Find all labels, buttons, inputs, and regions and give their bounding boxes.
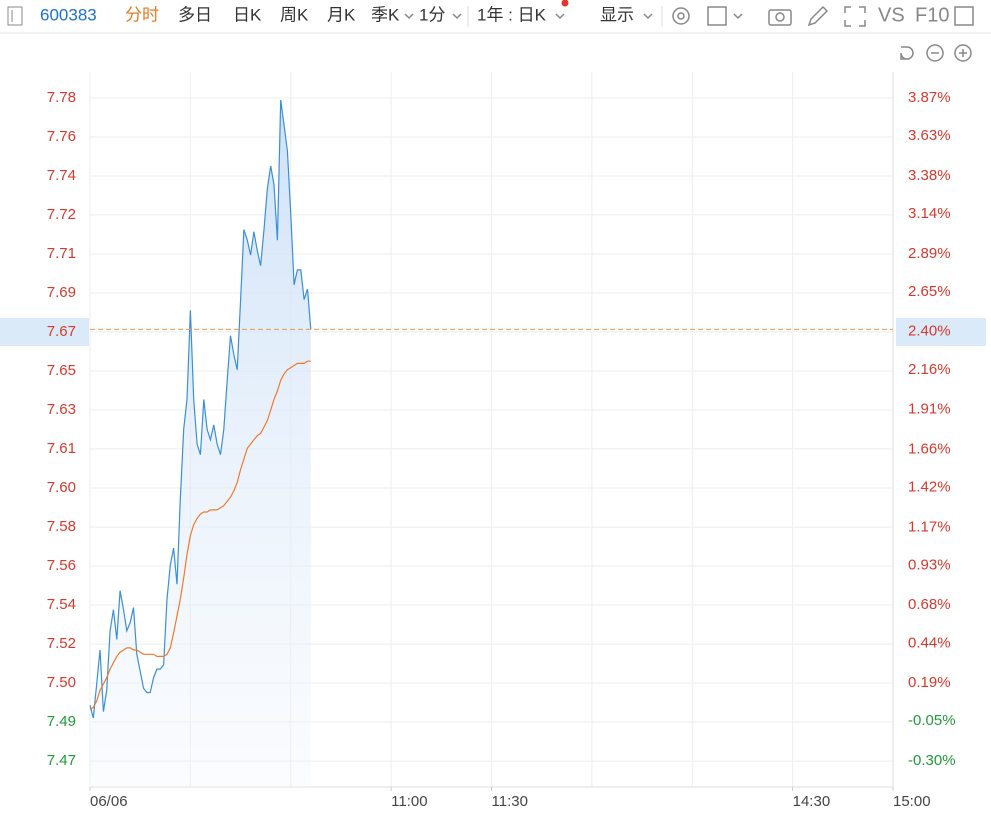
reset-icon[interactable] <box>900 46 914 60</box>
draw-icon[interactable] <box>807 5 829 27</box>
y2-tick-label: 0.44% <box>908 634 951 651</box>
y2-tick-label: 3.87% <box>908 89 951 106</box>
y2-tick-label: 3.38% <box>908 167 951 184</box>
chevron <box>733 13 743 20</box>
tab[interactable]: 月K <box>327 5 356 24</box>
display-select[interactable]: 显示 <box>600 5 634 24</box>
y-tick-label: 7.49 <box>47 713 76 730</box>
y2-tick-label: 0.68% <box>908 596 951 613</box>
vs-button[interactable]: VS <box>878 4 905 26</box>
y-tick-label: 7.78 <box>47 89 76 106</box>
y2-tick-label: 0.19% <box>908 674 951 691</box>
price-line <box>89 99 312 719</box>
y-tick-label: 7.60 <box>47 479 76 496</box>
y2-tick-label: 2.40% <box>908 323 951 340</box>
style-icon[interactable] <box>707 6 727 26</box>
tab[interactable]: 分时 <box>125 5 159 24</box>
layout-icon[interactable] <box>954 6 974 26</box>
camera-icon[interactable] <box>768 9 792 26</box>
chevron <box>452 13 462 20</box>
f10-button[interactable]: F10 <box>915 4 949 26</box>
zoom-out[interactable] <box>926 44 944 62</box>
y-tick-label: 7.50 <box>47 674 76 691</box>
y-tick-label: 7.76 <box>47 128 76 145</box>
zoom-in[interactable] <box>954 44 972 62</box>
y-tick-label: 7.54 <box>47 596 76 613</box>
tab[interactable]: 周K <box>280 5 309 24</box>
y-tick-label: 7.61 <box>47 440 76 457</box>
y-tick-label: 7.63 <box>47 401 76 418</box>
y2-tick-label: 1.91% <box>908 401 951 418</box>
y2-tick-label: 3.14% <box>908 205 951 222</box>
tab[interactable]: 季K <box>371 5 400 24</box>
tab[interactable]: 日K <box>233 5 262 24</box>
camera-lens <box>775 12 785 22</box>
y2-tick-label: -0.05% <box>908 712 956 729</box>
settings-icon[interactable] <box>672 7 690 25</box>
chevron <box>643 13 653 20</box>
y-tick-label: 7.56 <box>47 557 76 574</box>
y2-tick-label: 1.42% <box>908 479 951 496</box>
zoom-in-mark <box>959 49 967 57</box>
y2-tick-label: 2.65% <box>908 283 951 300</box>
y2-tick-label: 0.93% <box>908 556 951 573</box>
price-highlight <box>0 318 89 346</box>
x-tick-label: 06/06 <box>90 793 128 810</box>
chevron <box>404 13 414 20</box>
y-tick-label: 7.67 <box>47 323 76 340</box>
y-tick-label: 7.47 <box>47 752 76 769</box>
price-area <box>90 100 311 787</box>
panel-toggle[interactable] <box>7 6 23 26</box>
zoom-controls <box>900 44 972 62</box>
fullscreen-icon[interactable] <box>844 6 866 27</box>
tab[interactable]: 多日 <box>178 5 212 24</box>
range-select[interactable]: 1年 : 日K <box>477 5 547 24</box>
y2-tick-label: 2.89% <box>908 245 951 262</box>
toolbar: 600383 分时 多日 日K 周K 月K 季K 1分 1年 : 日K 显示 V… <box>0 0 991 34</box>
interval-select[interactable]: 1分 <box>419 5 445 24</box>
y2-tick-label: 3.63% <box>908 127 951 144</box>
plot: 7.47 7.49 7.50 7.52 7.54 7.56 7.58 7.60 7.61 7.63… <box>47 72 956 810</box>
notice-dot <box>561 0 569 7</box>
chevron <box>555 13 565 20</box>
y-tick-label: 7.58 <box>47 518 76 535</box>
x-tick-label: 14:30 <box>793 793 831 810</box>
average-line <box>89 360 311 711</box>
x-tick-label: 15:00 <box>893 793 931 810</box>
y2-tick-label: -0.30% <box>908 752 956 769</box>
y-tick-label: 7.52 <box>47 635 76 652</box>
y-tick-label: 7.71 <box>47 245 76 262</box>
y2-tick-label: 2.16% <box>908 361 951 378</box>
x-tick-label: 11:00 <box>391 793 427 810</box>
x-tick-label: 11:30 <box>492 793 528 810</box>
y2-tick-label: 1.66% <box>908 440 951 457</box>
settings-icon-core <box>677 12 685 20</box>
y-tick-label: 7.65 <box>47 362 76 379</box>
percent-highlight <box>896 318 986 346</box>
stock-code[interactable]: 600383 <box>40 5 97 24</box>
y2-tick-label: 1.17% <box>908 518 951 535</box>
y-tick-label: 7.74 <box>47 167 76 184</box>
y-tick-label: 7.69 <box>47 284 76 301</box>
y-tick-label: 7.72 <box>47 206 76 223</box>
